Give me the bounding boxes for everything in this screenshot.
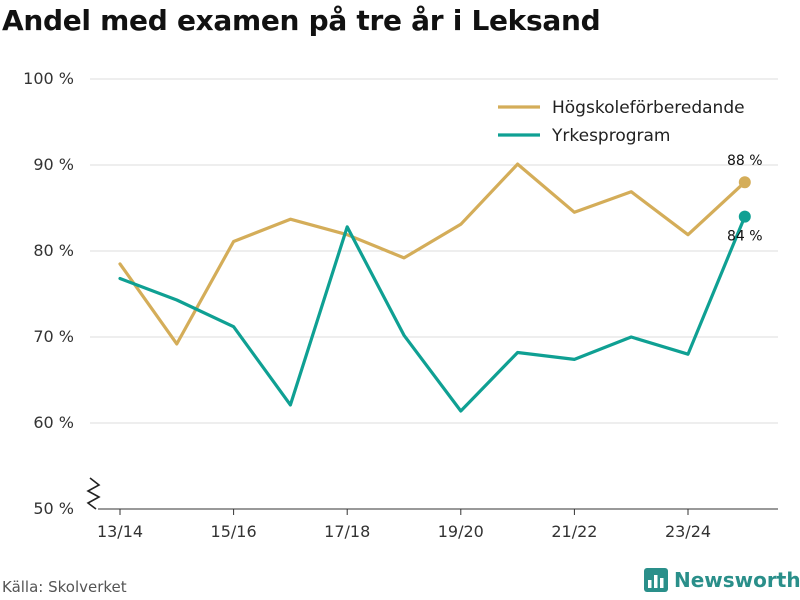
chart-title: Andel med examen på tre år i Leksand bbox=[2, 4, 601, 37]
series-line-hogskoleforberedande bbox=[118, 162, 747, 346]
x-tick-label: 13/14 bbox=[97, 522, 143, 541]
legend-label: Yrkesprogram bbox=[551, 126, 671, 146]
y-tick-label: 90 % bbox=[33, 155, 74, 174]
x-tick-label: 19/20 bbox=[438, 522, 484, 541]
x-tick-label: 17/18 bbox=[324, 522, 370, 541]
y-tick-label: 100 % bbox=[23, 69, 74, 88]
x-tick-label: 15/16 bbox=[211, 522, 257, 541]
series-line-yrkesprogram bbox=[118, 215, 747, 413]
x-tick-label: 23/24 bbox=[665, 522, 711, 541]
x-tick-label: 21/22 bbox=[551, 522, 597, 541]
end-value-label: 88 % bbox=[727, 153, 763, 169]
series-lines: 88 % 84 % bbox=[118, 153, 763, 413]
end-marker bbox=[738, 210, 751, 223]
brand-name: Newsworthy bbox=[674, 568, 800, 592]
end-value-label: 84 % bbox=[727, 229, 763, 245]
y-tick-label: 80 % bbox=[33, 241, 74, 260]
y-tick-label: 70 % bbox=[33, 327, 74, 346]
legend-label: Högskoleförberedande bbox=[552, 98, 745, 118]
newsworthy-logo: Newsworthy bbox=[644, 568, 800, 592]
axis-break-icon bbox=[86, 477, 101, 510]
y-tick-label: 60 % bbox=[33, 413, 74, 432]
newsworthy-logo-icon bbox=[644, 568, 668, 592]
source-note: Källa: Skolverket bbox=[2, 578, 127, 596]
gridlines bbox=[90, 78, 778, 424]
x-axis: 13/14 15/16 17/18 19/20 21/22 23/24 bbox=[86, 477, 778, 541]
end-marker bbox=[738, 176, 751, 189]
y-tick-label: 50 % bbox=[33, 499, 74, 518]
y-axis: 50 % 60 % 70 % 80 % 90 % 100 % bbox=[23, 69, 74, 518]
legend: Högskoleförberedande Yrkesprogram bbox=[498, 98, 745, 146]
